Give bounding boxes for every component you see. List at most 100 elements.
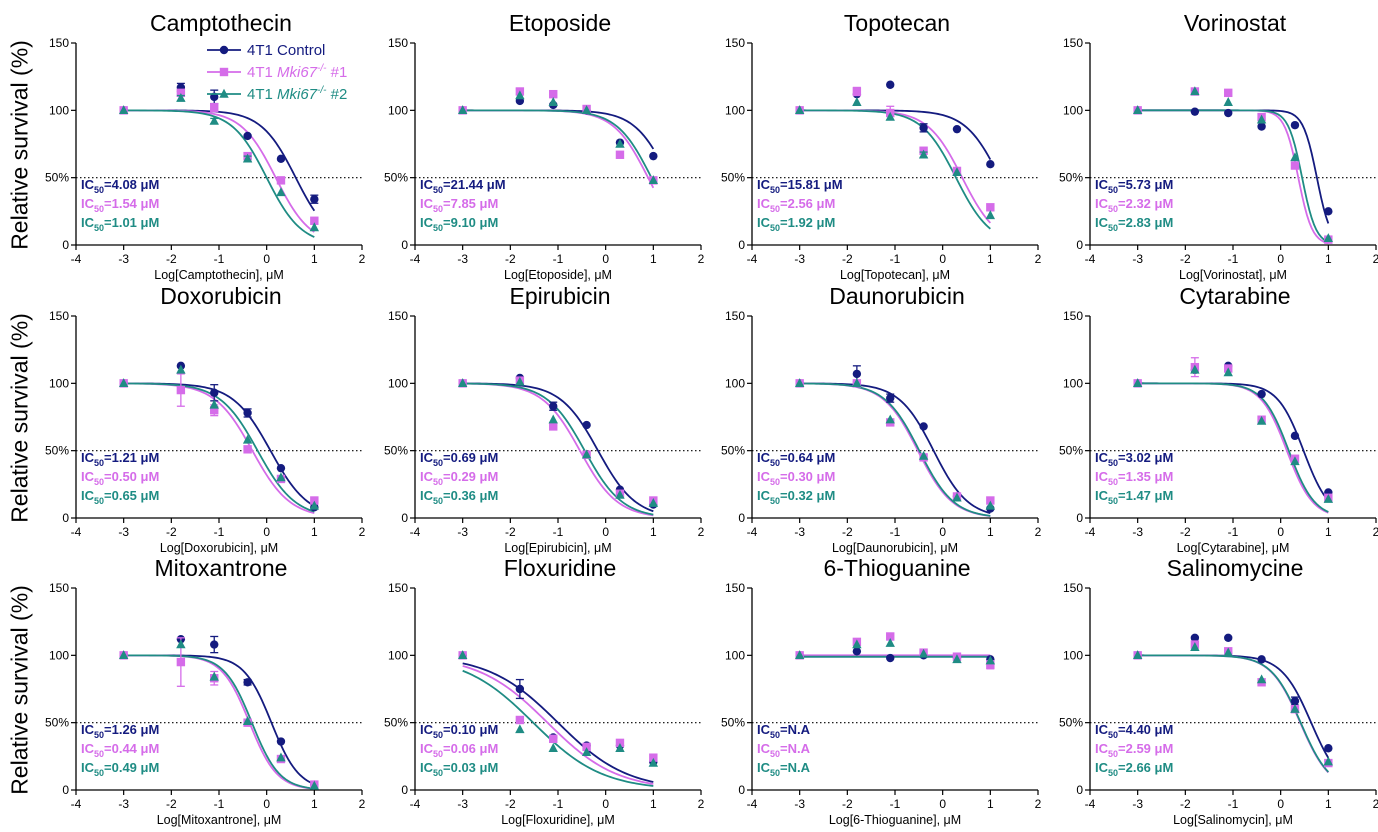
fit-curve [462,109,655,150]
data-point [118,378,129,388]
data-point [985,210,996,220]
chart-panel-camptothecin: Camptothecin 0 50% 100 150 -4 -3 -2 -1 0 1 2 Log[Cam… [45,10,366,282]
y-tick-label: 150 [725,581,745,595]
x-tick-label: -3 [1132,797,1143,811]
ic50-label: IC50=5.73 μM [1095,177,1173,195]
ic50-label: IC50=0.29 μM [420,469,498,487]
data-point [1257,389,1266,399]
x-tick-label: -3 [794,252,805,266]
legend: 4T1 Control 4T1 Mki67-/- #1 4T1 Mki67-/- #… [207,42,347,103]
ic50-label: IC50=7.85 μM [420,196,498,214]
x-tick-label: -4 [71,797,82,811]
y-tick-label: 0 [401,238,408,252]
data-point [649,151,658,161]
x-tick-label: 1 [1325,525,1332,539]
chart-title: Epirubicin [510,283,611,309]
legend-label: 4T1 Mki67-/- #1 [247,63,347,81]
ic50-label: IC50=1.54 μM [81,196,159,214]
chart-panel-daunorubicin: Daunorubicin 0 50% 100 150 -4 -3 -2 -1 0 1 2 Log[Dau… [721,283,1042,555]
data-point [986,203,995,212]
x-axis-label: Log[Epirubicin], μM [504,541,611,555]
x-tick-label: -2 [505,252,516,266]
data-point [276,463,286,473]
x-tick-label: -2 [1180,252,1191,266]
data-point [549,402,558,411]
data-point [1290,456,1300,466]
ic50-label: IC50=0.49 μM [81,760,159,778]
x-tick-label: -3 [118,797,129,811]
chart-title: Mitoxantrone [155,555,288,581]
y-tick-label: 100 [49,376,69,390]
chart-title: Cytarabine [1179,283,1290,309]
data-point [548,414,558,424]
y-tick-label: 50% [45,444,69,458]
data-point [1190,107,1200,116]
fit-curve [462,109,655,182]
x-tick-label: 2 [1373,252,1378,266]
x-tick-label: 2 [698,525,705,539]
legend-item: 4T1 Control [207,42,325,59]
data-point [885,111,895,121]
fit-curve [123,654,315,790]
ic50-label: IC50=0.64 μM [757,450,835,468]
ic50-label: IC50=0.06 μM [420,741,498,759]
fit-curve [799,382,991,517]
data-point [309,780,320,790]
x-tick-label: -3 [118,252,129,266]
data-point [1224,108,1233,118]
data-point [243,678,252,687]
x-tick-label: -4 [1085,252,1096,266]
ic50-label: IC50=0.44 μM [81,741,159,759]
ic50-label: IC50=9.10 μM [420,215,498,233]
ic50-label: IC50=4.40 μM [1095,722,1173,740]
legend-label: 4T1 Control [247,42,325,59]
x-tick-label: -3 [457,797,468,811]
x-tick-label: -2 [166,797,177,811]
x-tick-label: -2 [842,252,853,266]
data-point [210,388,219,397]
data-point [918,648,929,658]
y-tick-label: 150 [725,309,745,323]
data-point [649,753,658,762]
y-tick-label: 50% [1059,444,1083,458]
x-tick-label: -1 [1228,797,1239,811]
y-tick-label: 100 [725,376,745,390]
ic50-label: IC50=1.21 μM [81,450,159,468]
data-point [1257,655,1266,664]
data-point [852,378,862,388]
data-point [918,450,929,460]
chart-title: Doxorubicin [160,283,281,309]
y-tick-label: 0 [738,238,745,252]
data-point [794,650,805,660]
data-point [1323,233,1334,242]
x-tick-label: 2 [1035,797,1042,811]
legend-item: 4T1 Mki67-/- #1 [207,63,347,81]
x-tick-label: 1 [987,525,994,539]
data-point [886,632,895,641]
y-tick-label: 100 [1063,103,1083,117]
ic50-label: IC50=1.35 μM [1095,469,1173,487]
data-point [885,638,895,647]
x-axis-label: Log[Mitoxantrone], μM [157,813,282,827]
x-tick-label: 1 [987,797,994,811]
data-point [1190,364,1200,374]
x-tick-label: -4 [410,525,421,539]
x-axis-label: Log[Daunorubicin], μM [832,541,958,555]
x-tick-label: -1 [553,797,564,811]
x-axis-label: Log[Salinomycin], μM [1173,813,1293,827]
ic50-label: IC50=N.A [757,722,811,740]
data-point [310,496,319,505]
chart-panel-salinomycine: Salinomycine 0 50% 100 150 -4 -3 -2 -1 0 1 2 Log[Sal… [1059,555,1378,827]
legend-marker [219,45,229,55]
data-point [1132,650,1143,660]
x-tick-label: -1 [1228,525,1239,539]
data-point [243,131,252,141]
y-tick-label: 50% [721,171,745,185]
ic50-label: IC50=2.32 μM [1095,196,1173,214]
x-tick-label: 1 [650,525,657,539]
x-tick-label: -4 [747,525,758,539]
chart-title: Etoposide [509,10,611,36]
fit-curve [1137,382,1329,513]
data-point [1290,120,1300,130]
x-tick-label: 2 [359,797,366,811]
